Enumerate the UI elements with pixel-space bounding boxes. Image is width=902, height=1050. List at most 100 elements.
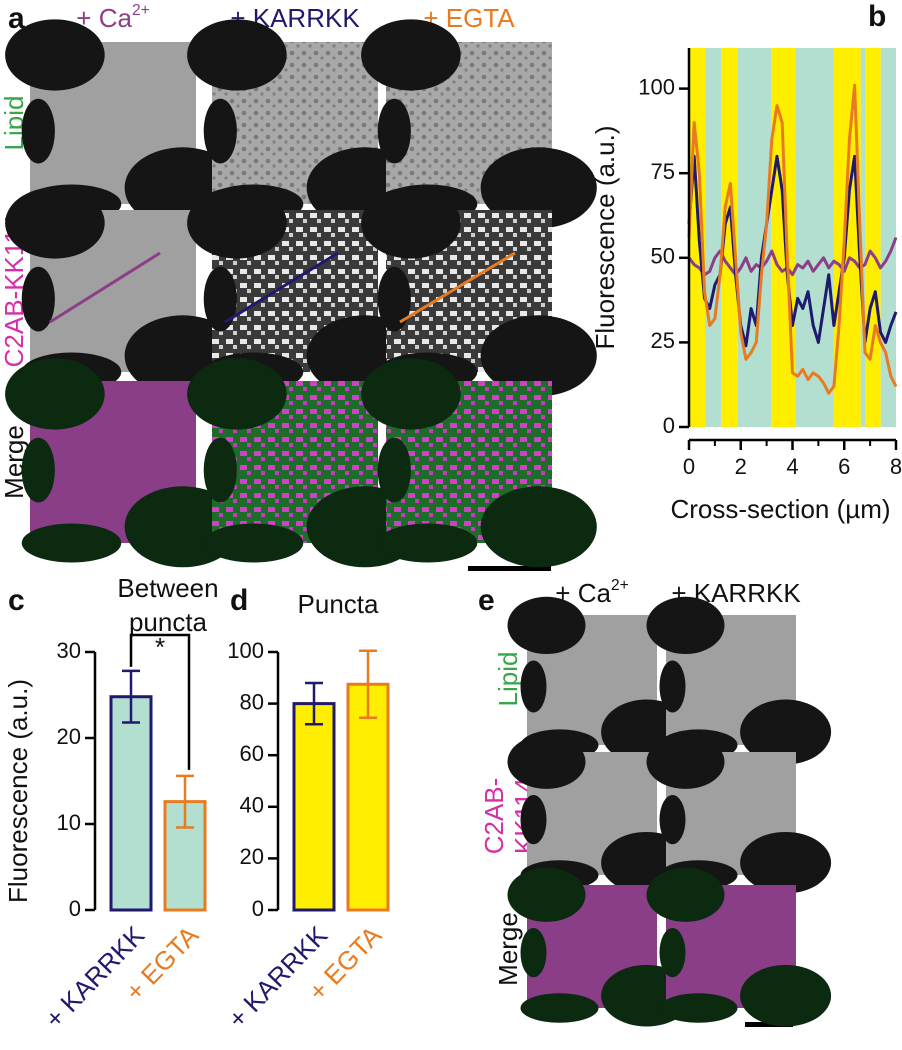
dark-region <box>646 734 725 789</box>
dark-region <box>520 795 547 845</box>
y-tick-label: 0 <box>252 896 264 921</box>
bar <box>346 682 390 912</box>
annotation: * <box>155 632 165 662</box>
x-tick-label: 4 <box>786 454 798 479</box>
dark-region <box>187 358 287 430</box>
y-tick-label: 100 <box>638 74 675 99</box>
dark-region <box>21 266 55 332</box>
y-tick-label: 0 <box>69 896 81 921</box>
y-tick-label: 40 <box>240 793 264 818</box>
band <box>865 48 881 427</box>
panel-label: b <box>868 0 886 33</box>
dark-region <box>480 486 597 568</box>
dark-region <box>520 928 547 978</box>
dark-region <box>480 315 597 397</box>
micrograph <box>507 734 693 894</box>
chart-title: puncta <box>129 607 208 637</box>
column-label-sup: 2+ <box>132 2 150 19</box>
y-tick-label: 20 <box>240 844 264 869</box>
dark-region <box>507 734 586 789</box>
dark-region <box>203 523 304 563</box>
y-axis-label: Fluorescence (a.u.) <box>590 126 620 350</box>
x-tick-label: 2 <box>735 454 747 479</box>
dark-region <box>646 596 725 655</box>
cross-section-line <box>399 251 516 324</box>
dark-region <box>740 699 832 765</box>
x-axis-label: Cross-section (µm) <box>670 494 890 524</box>
chart-title: Between <box>117 573 218 603</box>
y-axis-label: Fluorescence (a.u.) <box>3 679 33 903</box>
row-label: Merge <box>493 912 523 986</box>
y-tick-label: 50 <box>651 244 675 269</box>
dark-region <box>377 523 478 563</box>
micrograph <box>5 358 241 568</box>
column-label-sup: 2+ <box>611 577 629 594</box>
dark-region <box>203 98 237 164</box>
band <box>880 48 896 427</box>
x-tick-label: 6 <box>838 454 850 479</box>
dark-region <box>520 993 599 1023</box>
dark-region <box>480 147 597 229</box>
bar <box>292 702 336 912</box>
dark-region <box>21 98 55 164</box>
dark-region <box>377 266 411 332</box>
significance-bracket <box>129 633 191 770</box>
scale-bar <box>468 566 551 571</box>
x-tick-label: 0 <box>683 454 695 479</box>
band <box>795 48 834 427</box>
series-line <box>687 83 898 395</box>
cross-section-line <box>224 251 339 324</box>
dark-region <box>361 187 461 259</box>
band <box>705 48 722 427</box>
dark-region <box>5 19 105 91</box>
bar <box>109 695 153 912</box>
y-tick-label: 0 <box>663 413 675 438</box>
y-tick-label: 10 <box>57 810 81 835</box>
dark-region <box>740 831 832 894</box>
dark-region <box>21 523 122 563</box>
micrograph <box>361 358 597 568</box>
band <box>721 48 738 427</box>
dark-region <box>187 187 287 259</box>
dark-region <box>507 596 586 655</box>
row-label: Lipid <box>493 652 523 707</box>
dark-region <box>361 358 461 430</box>
y-tick-label: 60 <box>240 741 264 766</box>
dark-region <box>659 795 686 845</box>
dark-region <box>21 437 55 503</box>
band <box>860 48 866 427</box>
dark-region <box>646 867 725 922</box>
dark-region <box>520 660 547 713</box>
dark-region <box>361 19 461 91</box>
dark-region <box>377 437 411 503</box>
y-tick-label: 30 <box>57 638 81 663</box>
dark-region <box>659 660 686 713</box>
dark-region <box>5 187 105 259</box>
dark-region <box>203 266 237 332</box>
y-tick-label: 100 <box>227 638 264 663</box>
dark-region <box>203 437 237 503</box>
panel-label: c <box>8 584 25 617</box>
cross-section-line <box>49 251 161 324</box>
dark-region <box>659 928 686 978</box>
dark-region <box>659 993 738 1023</box>
y-tick-label: 25 <box>651 328 675 353</box>
y-tick-label: 20 <box>57 724 81 749</box>
panel-label: d <box>230 584 248 617</box>
dark-region <box>187 19 287 91</box>
y-tick-label: 80 <box>240 689 264 714</box>
row-label: C2AB- <box>479 778 509 855</box>
micrograph <box>646 867 832 1027</box>
dark-region <box>377 98 411 164</box>
dark-region <box>5 358 105 430</box>
x-tick-label: 8 <box>890 454 902 479</box>
dark-region <box>507 867 586 922</box>
dark-region <box>740 964 832 1027</box>
micrograph <box>646 734 832 894</box>
panel-label: a <box>8 2 25 35</box>
chart-title: Puncta <box>298 589 379 619</box>
y-tick-label: 75 <box>651 159 675 184</box>
scale-bar <box>745 1022 793 1027</box>
panel-label: e <box>478 584 495 617</box>
